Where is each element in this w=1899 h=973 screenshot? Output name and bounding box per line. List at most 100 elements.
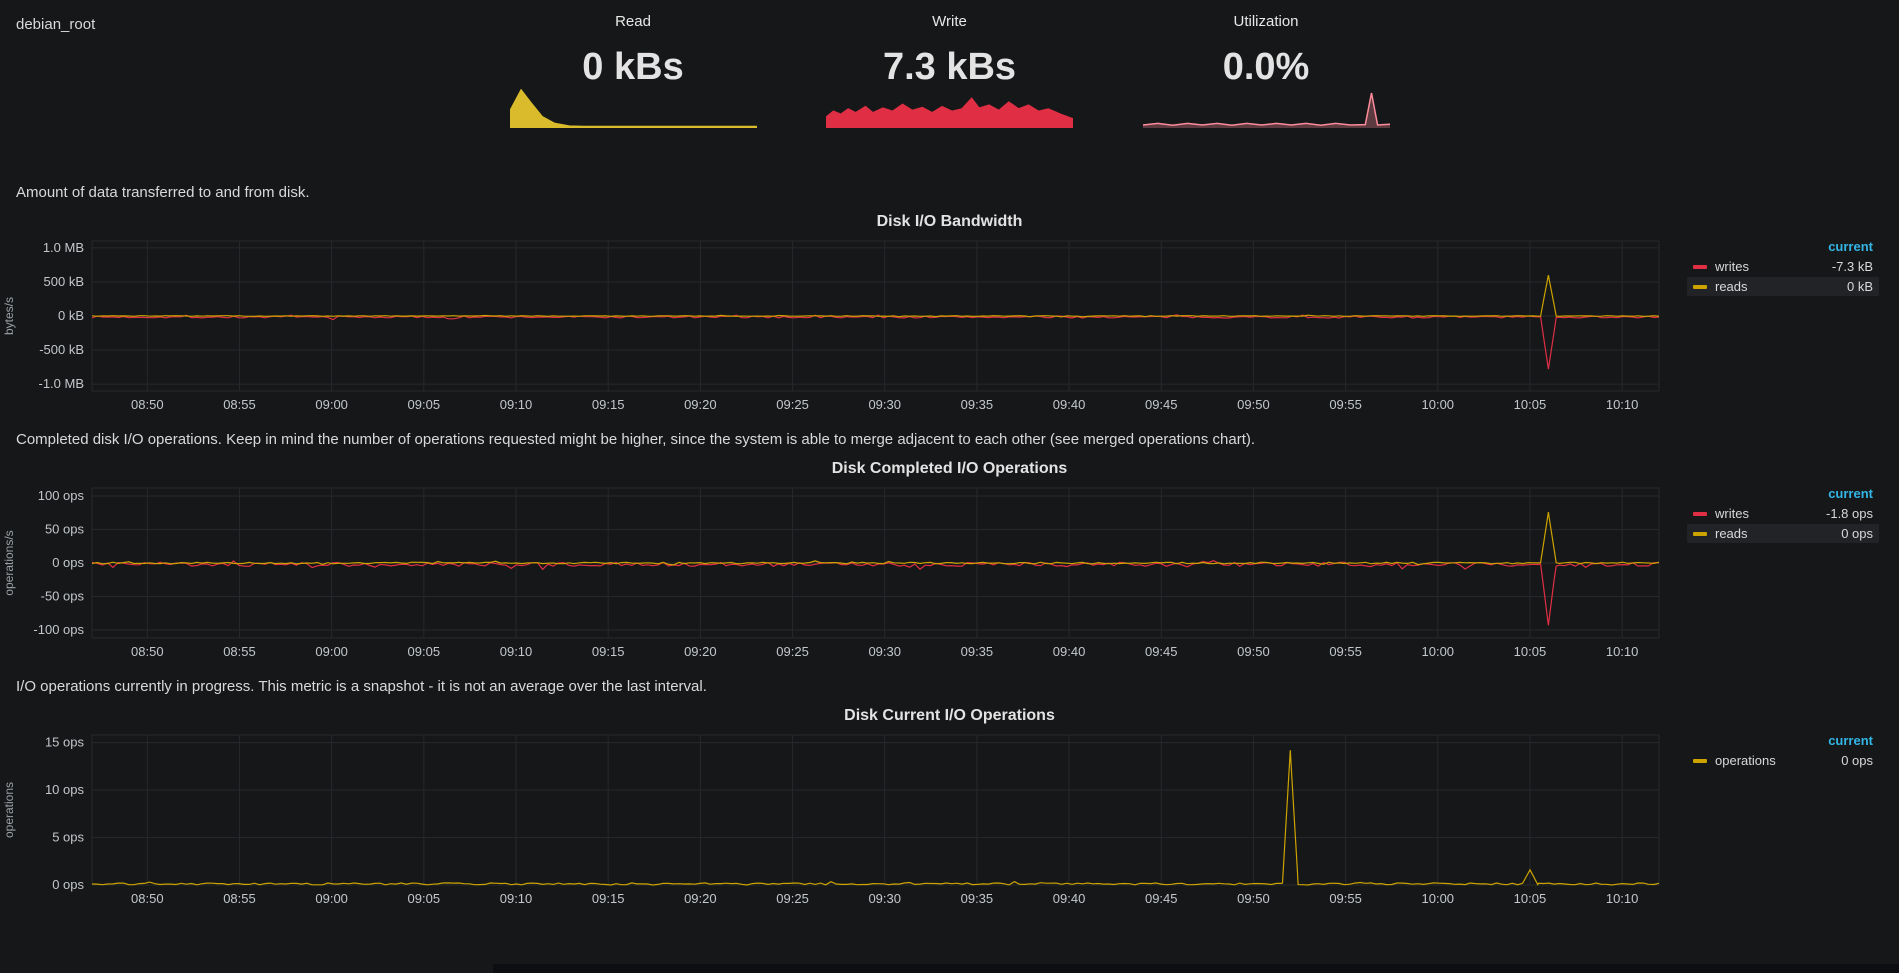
stat-panel-read-value: 0 kBs: [582, 46, 684, 88]
svg-text:09:35: 09:35: [961, 644, 994, 659]
svg-text:09:15: 09:15: [592, 397, 625, 412]
series-name: reads: [1715, 279, 1748, 294]
completed-ops-plot-area[interactable]: 100 ops 50 ops 0 ops -50 ops -100 ops 08:50 08…: [0, 482, 1669, 664]
svg-text:0 ops: 0 ops: [52, 555, 84, 570]
svg-text:09:15: 09:15: [592, 891, 625, 906]
svg-text:10:10: 10:10: [1606, 397, 1639, 412]
svg-text:09:35: 09:35: [961, 891, 994, 906]
panel-disk-current-io-operations: Disk Current I/O Operations 15 ops 10 ops…: [0, 707, 1899, 911]
svg-text:bytes/s: bytes/s: [2, 297, 16, 335]
series-name: writes: [1715, 259, 1749, 274]
svg-text:08:50: 08:50: [131, 891, 164, 906]
partial-next-panel-edge: [493, 964, 1899, 973]
series-color-icon: [1693, 284, 1707, 289]
panel-title-bandwidth[interactable]: Disk I/O Bandwidth: [876, 213, 1023, 230]
legend-series-writes[interactable]: writes -1.8 ops: [1687, 504, 1879, 523]
svg-text:09:50: 09:50: [1237, 397, 1270, 412]
svg-text:09:40: 09:40: [1053, 891, 1086, 906]
svg-text:-500 kB: -500 kB: [39, 342, 84, 357]
legend-header-current[interactable]: current: [1828, 733, 1873, 748]
svg-text:09:00: 09:00: [315, 397, 348, 412]
panel-title-current-ops[interactable]: Disk Current I/O Operations: [844, 707, 1055, 724]
svg-text:-1.0 MB: -1.0 MB: [38, 376, 84, 391]
chart-body-bandwidth: 1.0 MB 500 kB 0 kB -500 kB -1.0 MB 08:50 08:55…: [0, 235, 1899, 417]
svg-text:09:00: 09:00: [315, 891, 348, 906]
stat-panel-write-value: 7.3 kBs: [882, 46, 1017, 88]
legend-header-current[interactable]: current: [1828, 239, 1873, 254]
svg-text:09:50: 09:50: [1237, 891, 1270, 906]
legend-series-writes[interactable]: writes -7.3 kB: [1687, 257, 1879, 276]
chart-canvas: 15 ops 10 ops 5 ops 0 ops 08:50 08:55 09:00 09:…: [2, 734, 1660, 906]
svg-text:10:05: 10:05: [1514, 397, 1547, 412]
series-color-icon: [1693, 758, 1707, 763]
series-color-icon: [1693, 264, 1707, 269]
panel-description-completed-ops: Completed disk I/O operations. Keep in m…: [16, 431, 1256, 448]
panel-disk-completed-io-operations: Disk Completed I/O Operations 100 ops 50 …: [0, 460, 1899, 664]
svg-text:09:55: 09:55: [1329, 397, 1362, 412]
svg-text:0 ops: 0 ops: [52, 877, 84, 892]
svg-text:09:45: 09:45: [1145, 891, 1178, 906]
svg-text:15 ops: 15 ops: [45, 735, 85, 750]
legend-series-reads[interactable]: reads 0 ops: [1687, 524, 1879, 543]
svg-text:10:05: 10:05: [1514, 891, 1547, 906]
series-current-value: 0 kB: [1846, 279, 1873, 294]
chart-body-current-ops: 15 ops 10 ops 5 ops 0 ops 08:50 08:55 09:00 09:…: [0, 729, 1899, 911]
svg-text:08:50: 08:50: [131, 397, 164, 412]
series-name: writes: [1715, 506, 1749, 521]
stat-panel-read-title[interactable]: Read: [615, 13, 651, 30]
svg-text:09:40: 09:40: [1053, 397, 1086, 412]
svg-text:09:25: 09:25: [776, 397, 809, 412]
current-ops-legend: current operations 0 ops: [1669, 729, 1887, 771]
stat-row: debian_root Read 0 kBs Write 7.3 kBs Uti…: [0, 0, 1899, 170]
legend-header-current[interactable]: current: [1828, 486, 1873, 501]
svg-text:10:00: 10:00: [1422, 397, 1455, 412]
bandwidth-plot-area[interactable]: 1.0 MB 500 kB 0 kB -500 kB -1.0 MB 08:50 08:55…: [0, 235, 1669, 417]
stat-panel-write-title[interactable]: Write: [932, 13, 967, 30]
write-sparkline: [826, 89, 1074, 129]
stat-panel-write: Write 7.3 kBs: [791, 0, 1108, 170]
svg-text:09:55: 09:55: [1329, 644, 1362, 659]
series-name: operations: [1715, 753, 1776, 768]
svg-text:operations/s: operations/s: [2, 530, 16, 595]
svg-text:09:30: 09:30: [868, 397, 901, 412]
svg-text:09:20: 09:20: [684, 397, 717, 412]
svg-text:10 ops: 10 ops: [45, 782, 85, 797]
svg-text:10:10: 10:10: [1606, 891, 1639, 906]
stat-panel-read: Read 0 kBs: [475, 0, 792, 170]
dashboard-row-title: debian_root: [16, 16, 96, 33]
legend-series-reads[interactable]: reads 0 kB: [1687, 277, 1879, 296]
svg-text:09:45: 09:45: [1145, 397, 1178, 412]
svg-text:09:40: 09:40: [1053, 644, 1086, 659]
series-current-value: -7.3 kB: [1831, 259, 1873, 274]
svg-text:09:45: 09:45: [1145, 644, 1178, 659]
svg-text:09:15: 09:15: [592, 644, 625, 659]
stat-panel-utilization-title[interactable]: Utilization: [1233, 13, 1299, 30]
svg-text:08:55: 08:55: [223, 397, 256, 412]
chart-canvas: 100 ops 50 ops 0 ops -50 ops -100 ops 08:50 08…: [2, 487, 1660, 659]
svg-text:09:10: 09:10: [500, 891, 533, 906]
stat-panel-utilization-value: 0.0%: [1222, 46, 1310, 88]
chart-canvas: 1.0 MB 500 kB 0 kB -500 kB -1.0 MB 08:50 08:55…: [2, 240, 1660, 412]
legend-series-operations[interactable]: operations 0 ops: [1687, 751, 1879, 770]
series-color-icon: [1693, 531, 1707, 536]
series-color-icon: [1693, 511, 1707, 516]
svg-text:50 ops: 50 ops: [45, 522, 85, 537]
svg-text:09:25: 09:25: [776, 644, 809, 659]
panel-title-completed-ops[interactable]: Disk Completed I/O Operations: [831, 460, 1068, 477]
panel-disk-io-bandwidth: Disk I/O Bandwidth 1.0 MB 500 kB 0 kB -500 …: [0, 213, 1899, 417]
svg-text:500 kB: 500 kB: [44, 274, 84, 289]
svg-text:0 kB: 0 kB: [58, 308, 84, 323]
svg-text:09:50: 09:50: [1237, 644, 1270, 659]
panel-description-current-ops: I/O operations currently in progress. Th…: [16, 678, 707, 695]
svg-text:10:05: 10:05: [1514, 644, 1547, 659]
svg-text:08:50: 08:50: [131, 644, 164, 659]
read-sparkline: [509, 89, 757, 129]
utilization-sparkline: [1142, 89, 1390, 129]
svg-text:09:10: 09:10: [500, 644, 533, 659]
sparkline-svg: [509, 89, 757, 128]
svg-text:10:00: 10:00: [1422, 644, 1455, 659]
current-ops-plot-area[interactable]: 15 ops 10 ops 5 ops 0 ops 08:50 08:55 09:00 09:…: [0, 729, 1669, 911]
series-current-value: 0 ops: [1841, 526, 1873, 541]
svg-text:08:55: 08:55: [223, 891, 256, 906]
